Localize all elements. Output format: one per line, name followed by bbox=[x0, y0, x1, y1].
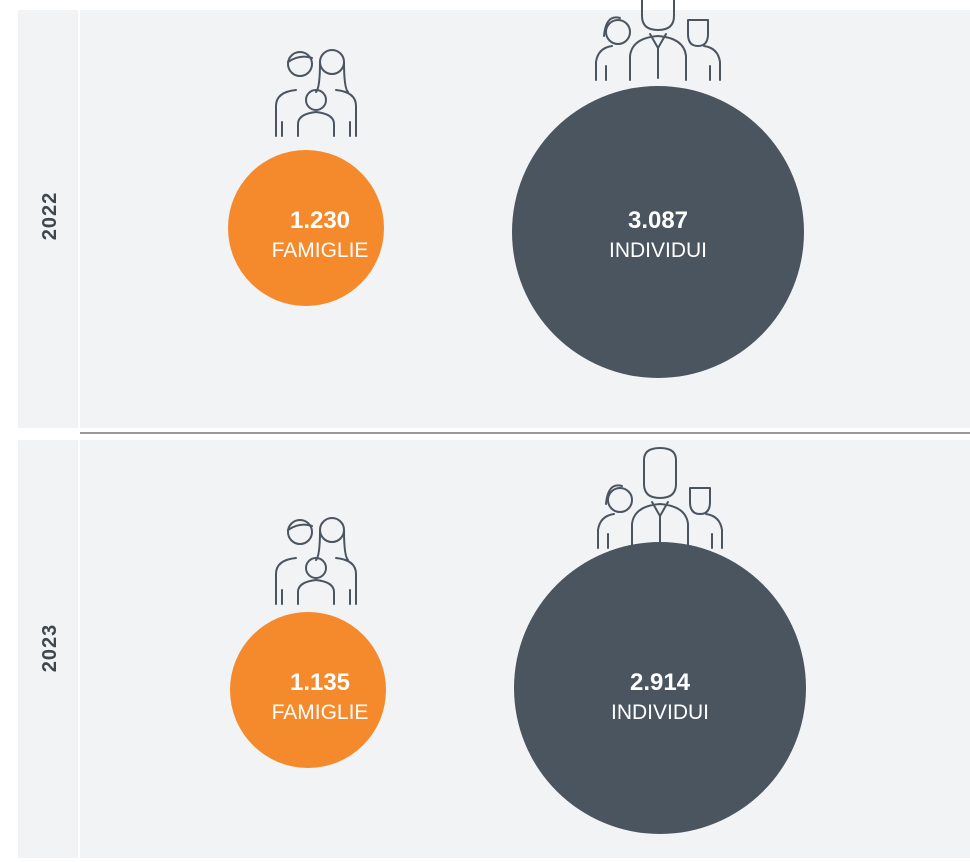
individuals-circle bbox=[514, 542, 806, 834]
year-label: 2022 bbox=[39, 192, 61, 241]
label: FAMIGLIE bbox=[272, 239, 369, 262]
label: INDIVIDUI bbox=[611, 701, 709, 724]
label: FAMIGLIE bbox=[272, 701, 369, 724]
value: 2.914 bbox=[630, 669, 691, 696]
families-circle bbox=[228, 150, 384, 306]
label: INDIVIDUI bbox=[609, 239, 707, 262]
value: 1.135 bbox=[290, 669, 350, 696]
value: 3.087 bbox=[628, 207, 688, 234]
year-label: 2023 bbox=[39, 624, 61, 673]
year-column bbox=[18, 10, 78, 428]
individuals-circle bbox=[512, 86, 804, 378]
value: 1.230 bbox=[290, 207, 350, 234]
families-circle bbox=[230, 612, 386, 768]
year-column bbox=[18, 440, 78, 858]
